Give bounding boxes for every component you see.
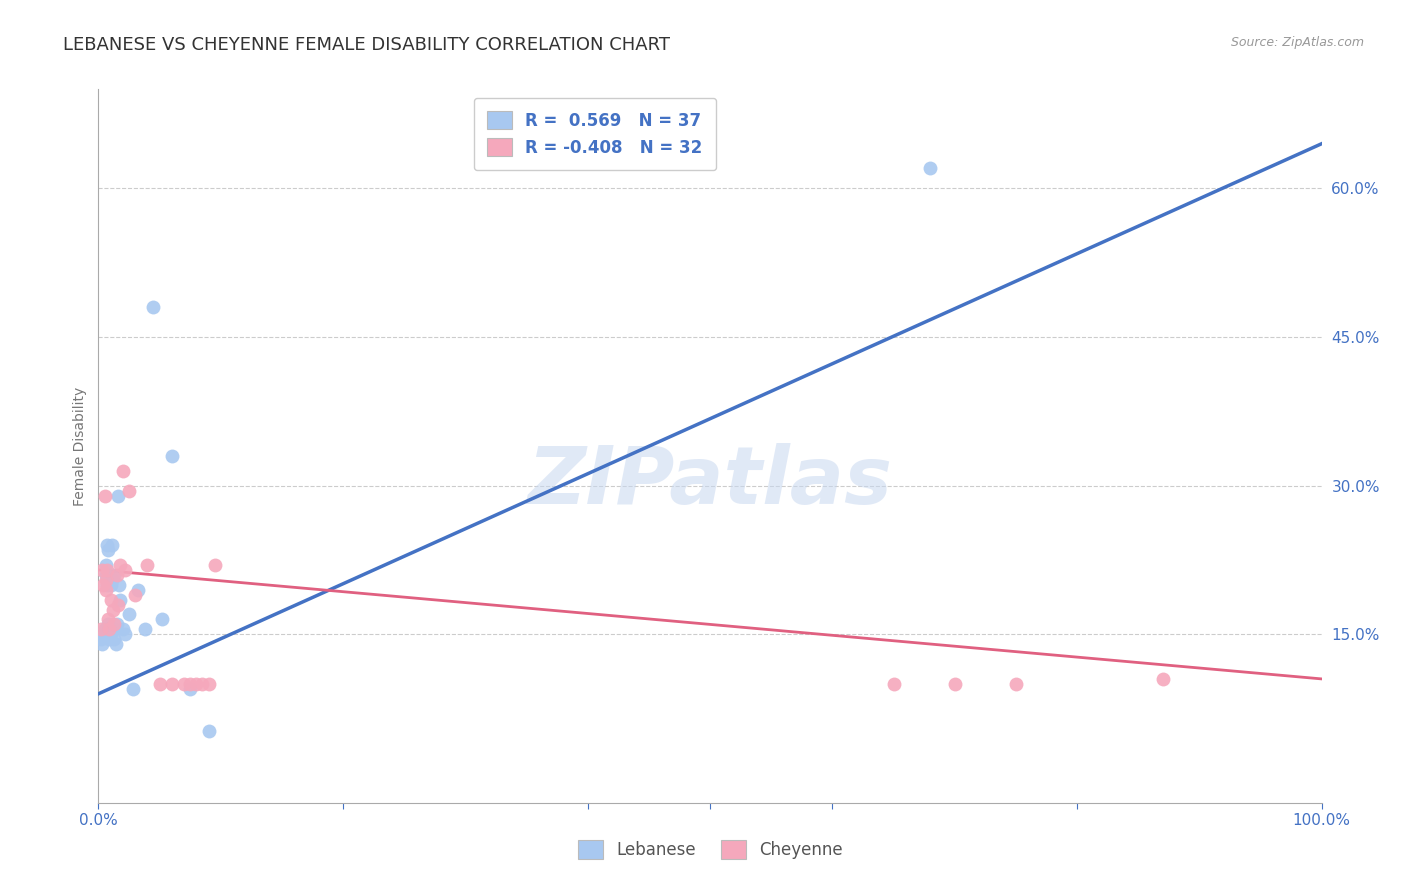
Point	[103, 567, 125, 582]
Point	[107, 489, 129, 503]
Point	[101, 602, 124, 616]
Point	[160, 677, 183, 691]
Point	[1004, 677, 1026, 691]
Point	[105, 567, 128, 582]
Point	[114, 563, 136, 577]
Point	[101, 573, 124, 587]
Point	[111, 464, 134, 478]
Point	[93, 623, 115, 637]
Point	[111, 623, 134, 637]
Point	[96, 578, 118, 592]
Point	[97, 543, 120, 558]
Point	[121, 681, 143, 696]
Point	[127, 582, 149, 597]
Point	[136, 558, 159, 572]
Text: Source: ZipAtlas.com: Source: ZipAtlas.com	[1230, 36, 1364, 49]
Point	[150, 612, 173, 626]
Point	[93, 489, 115, 503]
Point	[97, 612, 120, 626]
Point	[179, 681, 201, 696]
Point	[105, 617, 128, 632]
Point	[96, 563, 118, 577]
Point	[110, 592, 132, 607]
Point	[883, 677, 905, 691]
Point	[103, 632, 125, 647]
Point	[98, 623, 121, 637]
Point	[90, 623, 112, 637]
Point	[94, 558, 117, 572]
Point	[98, 629, 121, 643]
Point	[1152, 672, 1174, 686]
Point	[191, 677, 214, 691]
Point	[124, 588, 146, 602]
Point	[97, 617, 120, 632]
Point	[186, 677, 208, 691]
Text: ZIPatlas: ZIPatlas	[527, 442, 893, 521]
Point	[173, 677, 195, 691]
Point	[197, 677, 219, 691]
Point	[100, 578, 122, 592]
Point	[91, 629, 114, 643]
Text: LEBANESE VS CHEYENNE FEMALE DISABILITY CORRELATION CHART: LEBANESE VS CHEYENNE FEMALE DISABILITY C…	[63, 36, 671, 54]
Point	[149, 677, 172, 691]
Legend: Lebanese, Cheyenne: Lebanese, Cheyenne	[571, 834, 849, 866]
Point	[101, 538, 124, 552]
Point	[920, 161, 942, 176]
Point	[110, 558, 132, 572]
Point	[94, 573, 117, 587]
Point	[108, 578, 131, 592]
Point	[197, 724, 219, 739]
Point	[94, 567, 117, 582]
Point	[93, 629, 115, 643]
Point	[179, 677, 201, 691]
Point	[204, 558, 226, 572]
Point	[101, 623, 124, 637]
Point	[100, 627, 122, 641]
Point	[91, 578, 114, 592]
Point	[104, 637, 127, 651]
Point	[103, 617, 125, 632]
Point	[91, 637, 114, 651]
Point	[134, 623, 156, 637]
Point	[90, 632, 112, 647]
Point	[91, 563, 114, 577]
Point	[100, 592, 122, 607]
Point	[94, 582, 117, 597]
Point	[118, 483, 141, 498]
Point	[160, 449, 183, 463]
Point	[98, 632, 121, 647]
Point	[107, 598, 129, 612]
Y-axis label: Female Disability: Female Disability	[73, 386, 87, 506]
Point	[96, 538, 118, 552]
Point	[943, 677, 966, 691]
Point	[118, 607, 141, 622]
Point	[142, 300, 165, 314]
Point	[114, 627, 136, 641]
